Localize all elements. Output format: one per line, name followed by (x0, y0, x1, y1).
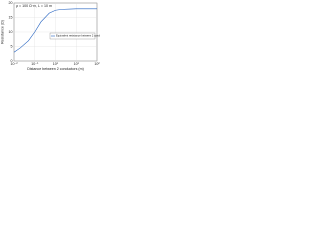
x-tick-label: 10² (94, 62, 100, 66)
y-tick-label: 20 (9, 1, 13, 5)
x-tick-label: 10⁰ (53, 62, 59, 66)
y-tick-label: 15 (9, 15, 13, 19)
x-axis-label: Distance between 2 conductors (m) (27, 67, 84, 71)
x-tick-label: 10⁻² (10, 62, 18, 66)
y-tick-label: 5 (11, 44, 13, 48)
y-axis-label: Resistance (Ω) (0, 20, 4, 44)
x-tick-label: 10⁻¹ (31, 62, 39, 66)
chart-subtitle: ρ = 100 Ω·m, L = 10 m (16, 4, 52, 8)
x-tick-label: 10¹ (74, 62, 80, 66)
legend-label: Equivalent resistance between 2 conducto… (56, 34, 100, 38)
y-tick-label: 0 (11, 59, 13, 63)
data-line (13, 8, 97, 53)
y-tick-label: 10 (9, 30, 13, 34)
chart: ρ = 100 Ω·m, L = 10 m Distance between 2… (0, 1, 100, 71)
legend-box (49, 32, 96, 40)
